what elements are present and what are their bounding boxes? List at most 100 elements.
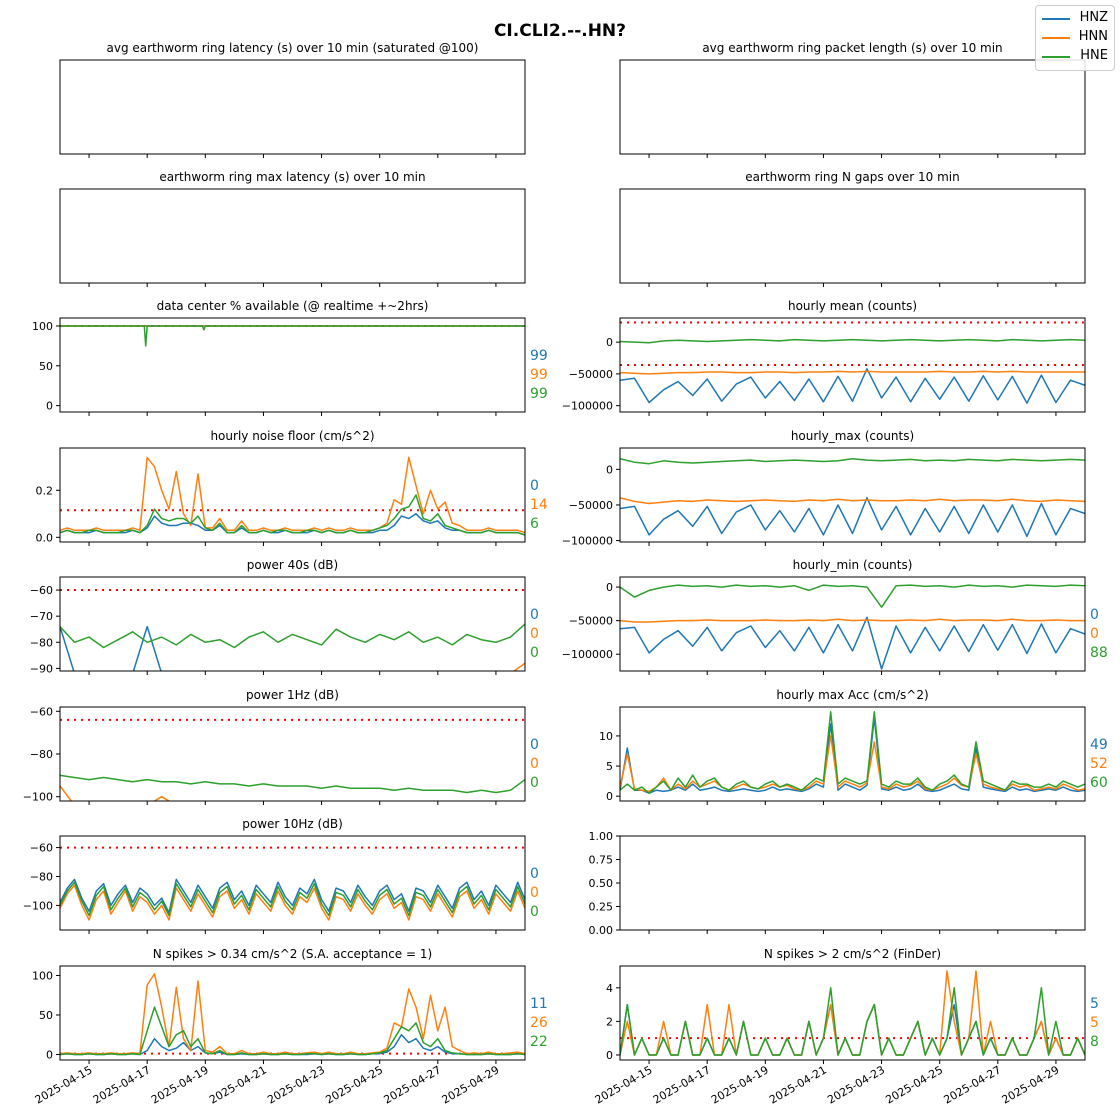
plot-area [620, 584, 1085, 670]
stat-hnn: 0 [1090, 626, 1099, 642]
stat-hne: 88 [1090, 645, 1108, 661]
panel-max_acc: hourly max Acc (cm/s^2) 0 5 10 49 52 60 [599, 688, 1108, 805]
y-tick-label: −80 [30, 748, 53, 761]
series-hnz [620, 717, 1085, 794]
legend-label-hnn: HNN [1078, 29, 1108, 44]
plot-area [60, 456, 525, 536]
stat-hnz: 0 [530, 478, 539, 494]
y-tick-label: 50 [39, 360, 53, 373]
x-tick-label: 2025-04-19 [709, 1063, 771, 1106]
plot-area [60, 718, 525, 801]
axes-frame [59, 835, 526, 931]
legend-swatch-hnn [1042, 37, 1070, 39]
series-hne [60, 623, 525, 649]
axes-frame [59, 188, 526, 284]
y-tick-label: −50000 [569, 499, 613, 512]
plot-area [620, 970, 1085, 1056]
axes-frame [59, 317, 526, 413]
stat-hnn: 52 [1090, 756, 1108, 772]
stat-hnn: 0 [530, 626, 539, 642]
panel-title: earthworm ring N gaps over 10 min [745, 170, 959, 184]
y-tick-label: −50000 [569, 368, 613, 381]
stat-hnz: 99 [530, 348, 548, 364]
plot-area [60, 589, 525, 671]
axes-frame [619, 835, 1086, 931]
legend-label-hnz: HNZ [1079, 10, 1108, 25]
axes-frame [619, 59, 1086, 155]
y-tick-label: 0.2 [36, 484, 54, 497]
legend-swatch-hne [1042, 56, 1070, 58]
x-tick-label: 2025-04-27 [941, 1063, 1003, 1106]
legend-item-hne: HNE [1042, 48, 1108, 66]
legend-swatch-hnz [1042, 18, 1070, 20]
series-hnz [620, 616, 1085, 670]
series-hnn [60, 884, 525, 921]
y-tick-label: 0.75 [589, 854, 614, 867]
panel-title: avg earthworm ring packet length (s) ove… [702, 41, 1002, 55]
x-tick-label: 2025-04-29 [440, 1063, 502, 1106]
y-tick-label: 0.25 [589, 901, 614, 914]
stat-hnz: 5 [1090, 996, 1099, 1012]
stat-hnn: 99 [530, 367, 548, 383]
series-hne [60, 1006, 525, 1056]
y-tick-label: −80 [30, 870, 53, 883]
series-hnn [60, 973, 525, 1055]
panel-title: hourly mean (counts) [788, 299, 917, 313]
panel-power_40s: power 40s (dB) −60 −70 −80 −90 0 0 0 [30, 558, 539, 675]
y-tick-label: −50000 [569, 615, 613, 628]
axes-frame [619, 965, 1086, 1061]
x-tick-label: 2025-04-15 [33, 1063, 95, 1106]
panel-title: N spikes > 0.34 cm/s^2 (S.A. acceptance … [153, 947, 432, 961]
x-tick-label: 2025-04-29 [1000, 1063, 1062, 1106]
plot-area [60, 973, 525, 1056]
series-hne [620, 987, 1085, 1056]
figure-title: CI.CLI2.--.HN? [494, 21, 626, 41]
series-hnz [620, 1003, 1085, 1056]
stat-hnn: 14 [530, 497, 548, 513]
panel-title: data center % available (@ realtime +~2h… [157, 299, 429, 313]
y-tick-label: 0 [46, 1048, 53, 1061]
series-hne [60, 494, 525, 536]
stat-hnz: 0 [530, 866, 539, 882]
series-hnz [620, 368, 1085, 404]
panel-max_latency: earthworm ring max latency (s) over 10 m… [59, 170, 526, 287]
y-tick-label: 4 [606, 982, 613, 995]
panel-title: power 1Hz (dB) [246, 688, 339, 702]
x-tick-label: 2025-04-15 [593, 1063, 655, 1106]
plot-area [620, 321, 1085, 404]
stat-hnn: 26 [530, 1015, 548, 1031]
x-tick-label: 2025-04-27 [381, 1063, 443, 1106]
plot-area [60, 846, 525, 921]
panel-noise_floor: hourly noise floor (cm/s^2) 0.0 0.2 0 14 6 [36, 429, 548, 546]
panel-hourly_min: hourly_min (counts) 0 −50000 −100000 0 0 88 [562, 558, 1108, 675]
panel-power_1hz: power 1Hz (dB) −60 −80 −100 0 0 0 [23, 688, 539, 805]
series-hnz [60, 625, 162, 671]
x-tick-label: 2025-04-23 [825, 1063, 887, 1106]
y-tick-label: 0 [606, 1049, 613, 1062]
y-tick-label: 0 [606, 581, 613, 594]
y-tick-label: −100 [23, 899, 53, 912]
axes-frame [619, 706, 1086, 802]
y-tick-label: 0.00 [589, 924, 614, 937]
y-tick-label: 2 [606, 1015, 613, 1028]
axes-frame [619, 576, 1086, 672]
panel-title: hourly noise floor (cm/s^2) [210, 429, 374, 443]
axes-frame [619, 447, 1086, 543]
y-tick-label: −70 [30, 610, 53, 623]
y-tick-label: −90 [30, 662, 53, 675]
series-hne [60, 325, 525, 347]
series-hne [60, 774, 525, 794]
panels: avg earthworm ring latency (s) over 10 m… [23, 41, 1108, 1107]
series-hne [620, 711, 1085, 794]
legend-label-hne: HNE [1080, 48, 1108, 63]
series-hnn [60, 785, 171, 801]
series-hnz [60, 1033, 525, 1056]
y-tick-label: 5 [606, 760, 613, 773]
axes-frame [59, 576, 526, 672]
stat-hne: 6 [530, 516, 539, 532]
series-hne [620, 338, 1085, 344]
axes-frame [59, 59, 526, 155]
legend-item-hnz: HNZ [1042, 10, 1108, 28]
stat-hne: 0 [530, 904, 539, 920]
series-hnz [620, 497, 1085, 538]
